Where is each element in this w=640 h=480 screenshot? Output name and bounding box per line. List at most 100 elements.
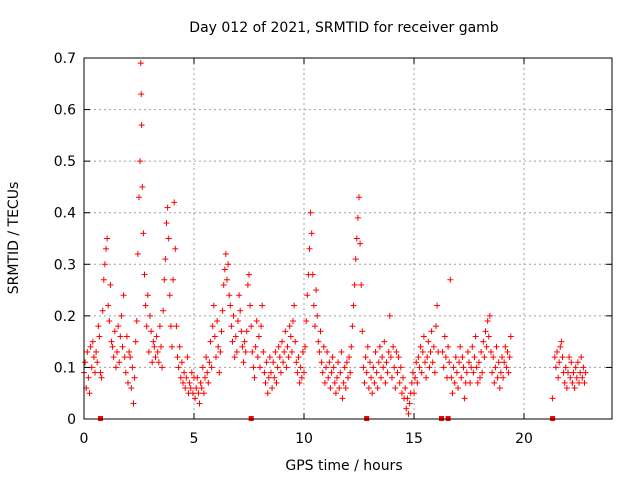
data-point: [165, 235, 172, 242]
data-point: [192, 395, 199, 402]
data-point: [346, 354, 353, 361]
data-point: [449, 390, 456, 397]
data-point: [503, 364, 510, 371]
data-point: [557, 343, 564, 350]
data-point: [266, 354, 273, 361]
data-point: [137, 60, 144, 67]
data-point: [263, 359, 270, 366]
data-point: [374, 385, 381, 392]
y-tick-label: 0.5: [54, 154, 76, 170]
data-point: [489, 369, 496, 376]
data-point: [468, 364, 475, 371]
y-tick-label: 0.1: [54, 360, 76, 376]
data-point: [323, 364, 329, 371]
data-point: [319, 369, 326, 376]
data-point: [334, 374, 340, 381]
data-point: [198, 385, 205, 392]
data-point: [155, 359, 162, 366]
data-point: [363, 369, 370, 376]
data-point: [89, 338, 96, 345]
data-point: [176, 343, 183, 350]
data-point: [292, 338, 299, 345]
data-point: [566, 354, 573, 361]
data-point: [307, 209, 314, 216]
data-point: [414, 379, 421, 386]
data-point: [136, 194, 142, 201]
data-point: [463, 369, 470, 376]
data-point: [117, 333, 124, 340]
data-point: [109, 343, 116, 350]
data-point: [82, 359, 89, 366]
data-point: [111, 328, 118, 335]
data-point: [375, 359, 382, 366]
data-point: [120, 292, 127, 299]
data-point: [343, 359, 350, 366]
data-point: [365, 385, 372, 392]
data-point: [497, 369, 504, 376]
data-point: [92, 369, 98, 376]
data-point: [153, 333, 160, 340]
data-point: [206, 359, 213, 366]
data-point: [336, 385, 343, 392]
data-point: [90, 354, 97, 361]
data-point: [482, 328, 489, 335]
data-point: [409, 369, 416, 376]
data-point: [239, 343, 246, 350]
y-axis-label: SRMTID / TECUs: [6, 182, 22, 295]
data-point: [551, 354, 558, 361]
data-point: [277, 369, 284, 376]
data-point: [364, 343, 371, 350]
data-point: [483, 343, 490, 350]
data-point: [499, 354, 505, 361]
data-point: [148, 328, 155, 335]
data-point: [331, 379, 338, 386]
data-point: [126, 348, 133, 355]
data-point: [105, 302, 112, 309]
data-point: [428, 328, 435, 335]
x-tick-label: 20: [515, 431, 533, 447]
y-tick-label: 0.6: [54, 103, 76, 119]
data-point: [193, 385, 200, 392]
data-point: [131, 374, 138, 381]
data-point: [472, 333, 479, 340]
data-point: [106, 318, 113, 325]
data-point: [451, 379, 458, 386]
data-points: [81, 60, 589, 417]
data-point: [578, 354, 585, 361]
data-point: [318, 359, 325, 366]
data-point: [143, 323, 150, 330]
y-tick-label: 0.4: [54, 206, 76, 222]
data-point: [501, 359, 508, 366]
data-point: [145, 348, 152, 355]
data-point: [469, 343, 476, 350]
data-point: [316, 348, 323, 355]
data-point: [496, 385, 503, 392]
data-point: [505, 369, 512, 376]
data-point: [441, 333, 448, 340]
data-point: [431, 369, 438, 376]
data-point: [172, 245, 179, 252]
data-point: [248, 323, 255, 330]
data-point: [108, 338, 115, 345]
data-point: [258, 323, 265, 330]
data-point: [549, 395, 556, 402]
data-point: [247, 302, 254, 309]
data-point: [349, 323, 356, 330]
data-point: [313, 287, 320, 294]
data-point: [486, 312, 493, 319]
data-point: [378, 374, 384, 381]
data-point: [382, 379, 389, 386]
data-point: [260, 348, 267, 355]
data-point: [200, 390, 207, 397]
data-point: [86, 390, 93, 397]
data-point: [558, 338, 565, 345]
data-point: [149, 359, 156, 366]
data-point: [224, 276, 230, 283]
data-point: [320, 343, 327, 350]
data-point: [253, 318, 260, 325]
data-point: [257, 364, 263, 371]
data-point: [422, 359, 428, 366]
data-point: [507, 333, 514, 340]
chart-title: Day 012 of 2021, SRMTID for receiver gam…: [189, 20, 499, 36]
data-point: [373, 369, 380, 376]
